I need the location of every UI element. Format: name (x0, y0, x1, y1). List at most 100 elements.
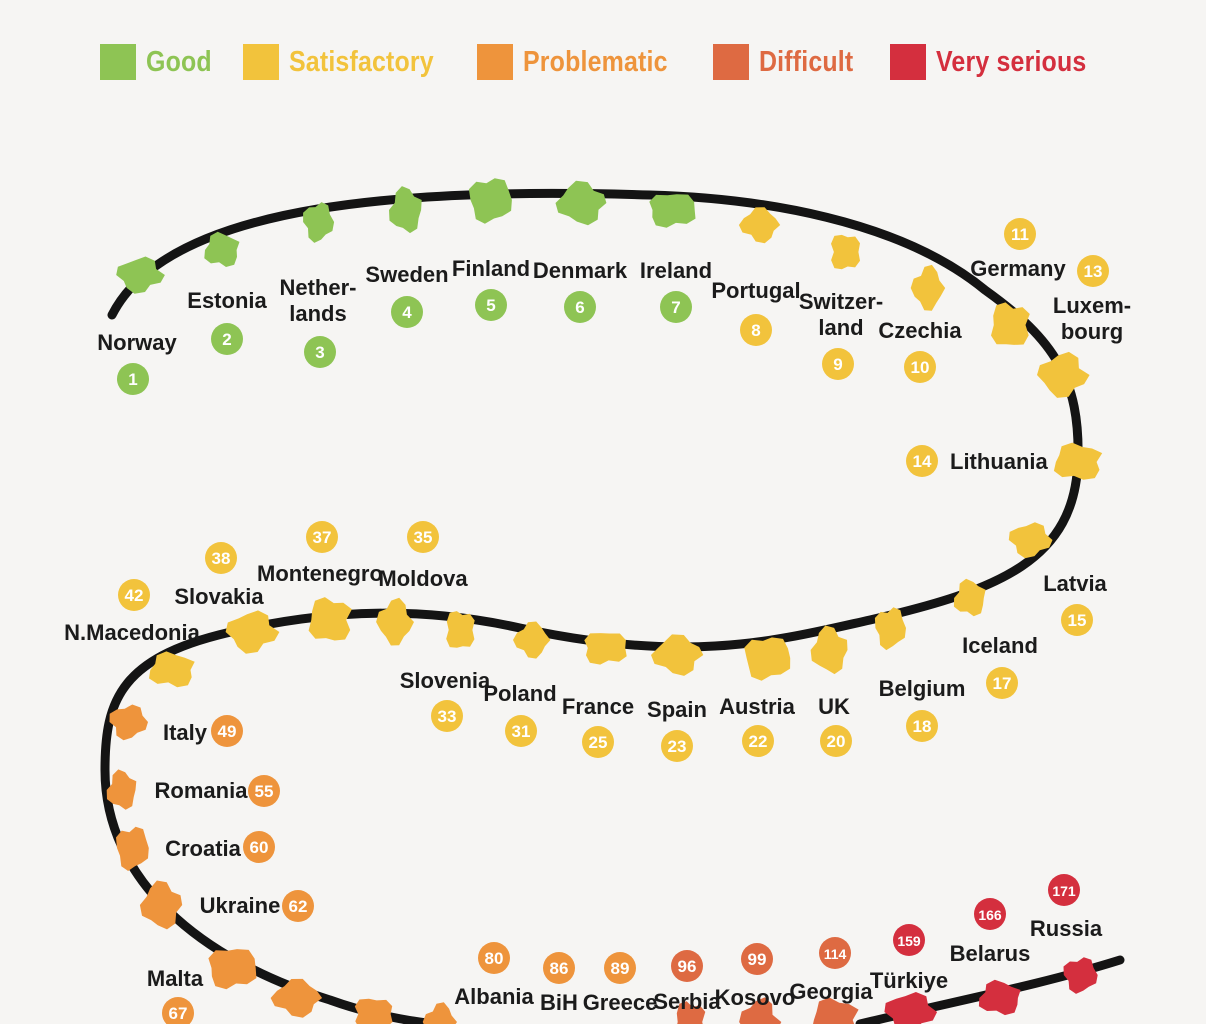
country-marker-moldova: Moldova 35 (376, 521, 468, 646)
legend-swatch (100, 44, 136, 80)
rank-number-switzerland: 9 (833, 355, 842, 374)
rank-number-t-rkiye: 159 (897, 933, 921, 949)
country-shape-russia (1063, 957, 1098, 994)
rank-badge-latvia (1061, 604, 1093, 636)
country-name-czechia: Czechia (878, 318, 962, 343)
country-marker-montenegro: Montenegro 37 (257, 521, 383, 641)
country-marker-finland: Finland 5 (452, 178, 530, 321)
country-name-uk: UK (818, 694, 850, 719)
country-marker-greece: Greece 89 (422, 952, 658, 1024)
country-name-switzerland: Switzer-land (799, 289, 883, 340)
country-marker-latvia: Latvia 15 (1008, 522, 1108, 636)
country-marker-malta: Malta 67 (147, 949, 257, 1024)
rank-badge-finland (475, 289, 507, 321)
rank-number-romania: 55 (255, 782, 274, 801)
country-name-bih: BiH (540, 990, 578, 1015)
legend-label: Satisfactory (289, 45, 434, 78)
rank-badge-italy (211, 715, 243, 747)
country-name-slovakia: Slovakia (174, 584, 264, 609)
country-shape-germany (991, 302, 1030, 345)
country-marker-czechia: Czechia 10 (878, 264, 962, 383)
country-shape-luxembourg (1037, 351, 1090, 398)
country-name-t-rkiye: Türkiye (870, 968, 948, 993)
country-shape-greece (422, 1002, 457, 1024)
rank-badge-t-rkiye (893, 924, 925, 956)
country-shape-georgia (813, 997, 859, 1024)
country-name-malta: Malta (147, 966, 204, 991)
rank-number-poland: 31 (512, 722, 531, 741)
country-name-greece: Greece (583, 990, 658, 1015)
legend-label: Good (146, 45, 212, 78)
rank-number-greece: 89 (611, 959, 630, 978)
country-marker-croatia: Croatia 60 (116, 826, 275, 871)
country-shape-uk (810, 625, 848, 675)
country-shape-slovakia (225, 610, 280, 654)
country-shape-denmark (555, 180, 607, 226)
rank-number-albania: 80 (485, 949, 504, 968)
rank-number-france: 25 (589, 733, 608, 752)
rank-number-moldova: 35 (414, 528, 433, 547)
rank-number-luxembourg: 13 (1084, 262, 1103, 281)
rank-number-ukraine: 62 (289, 897, 308, 916)
country-marker-luxembourg: Luxem-bourg 13 (1037, 255, 1131, 398)
rank-number-finland: 5 (486, 296, 495, 315)
rank-number-spain: 23 (668, 737, 687, 756)
country-shape-poland (513, 621, 551, 659)
rank-badge-romania (248, 775, 280, 807)
country-name-belarus: Belarus (950, 941, 1031, 966)
country-shape-romania (106, 769, 137, 810)
rank-number-kosovo: 99 (748, 950, 767, 969)
country-name-finland: Finland (452, 256, 530, 281)
country-marker-switzerland: Switzer-land 9 (799, 234, 883, 380)
country-shape-malta (208, 949, 257, 990)
country-shape-serbia (676, 1001, 706, 1024)
country-name-kosovo: Kosovo (715, 985, 796, 1010)
country-shape-austria (744, 637, 791, 681)
legend-item-good: Good (100, 44, 223, 80)
country-name-sweden: Sweden (365, 262, 448, 287)
rank-badge-iceland (986, 667, 1018, 699)
rank-number-netherlands: 3 (315, 343, 324, 362)
country-marker-spain: Spain 23 (647, 634, 707, 762)
country-shape-ukraine (139, 880, 183, 930)
country-marker-sweden: Sweden 4 (365, 186, 449, 328)
country-shape-finland (468, 178, 512, 224)
rank-badge-france (582, 726, 614, 758)
country-shape-italy (109, 704, 148, 741)
country-name-france: France (562, 694, 634, 719)
country-name-belgium: Belgium (879, 676, 966, 701)
country-name-russia: Russia (1030, 916, 1103, 941)
country-marker-belgium: Belgium 18 (874, 607, 966, 742)
rank-badge-slovenia (431, 700, 463, 732)
rank-number-denmark: 6 (575, 298, 584, 317)
country-shape-czechia (910, 264, 946, 311)
rank-number-malta: 67 (169, 1004, 188, 1023)
rank-number-germany: 11 (1011, 225, 1029, 244)
country-marker-ireland: Ireland 7 (640, 194, 712, 323)
country-marker-italy: Italy 49 (109, 704, 243, 747)
country-name-croatia: Croatia (165, 836, 242, 861)
rank-number-belgium: 18 (913, 717, 932, 736)
country-shape-france (584, 633, 627, 665)
country-name-austria: Austria (719, 694, 796, 719)
country-shape-bih (354, 998, 393, 1024)
country-name-georgia: Georgia (789, 979, 873, 1004)
country-marker-lithuania: Lithuania 14 (906, 442, 1103, 480)
rank-number-lithuania: 14 (913, 452, 932, 471)
legend-label: Problematic (523, 45, 668, 78)
country-marker-austria: Austria 22 (719, 637, 796, 757)
country-name-denmark: Denmark (533, 258, 628, 283)
country-shape-spain (651, 634, 704, 676)
rank-badge-ireland (660, 291, 692, 323)
country-shape-albania (270, 978, 323, 1018)
country-marker-uk: UK 20 (810, 625, 852, 757)
country-marker-romania: Romania 55 (106, 769, 280, 810)
rank-number-italy: 49 (218, 722, 237, 741)
country-shape-t-rkiye (884, 992, 938, 1024)
country-shape-norway (116, 256, 165, 294)
country-name-lithuania: Lithuania (950, 449, 1049, 474)
rank-badge-poland (505, 715, 537, 747)
legend-item-very-serious: Very serious (890, 44, 1111, 80)
rank-badge-luxembourg (1077, 255, 1109, 287)
country-marker-denmark: Denmark 6 (533, 180, 628, 323)
